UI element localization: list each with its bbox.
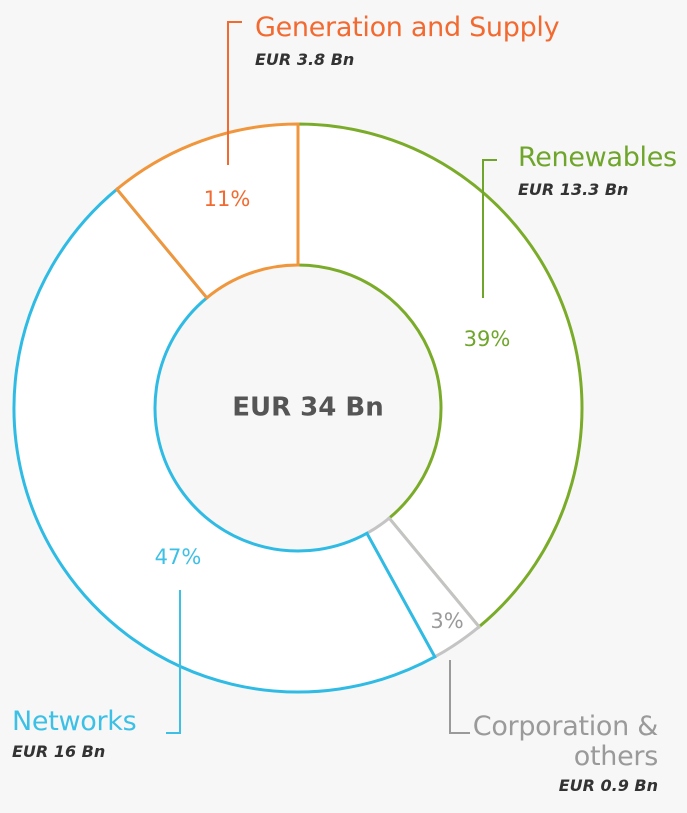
leader-line	[482, 159, 497, 298]
center-label: EUR 34 Bn	[232, 393, 384, 423]
legend-amount: EUR 16 Bn	[12, 742, 106, 761]
legend-name: Generation and Supply	[255, 12, 560, 43]
legend-amount: EUR 13.3 Bn	[518, 180, 629, 199]
percent-label: 3%	[430, 609, 463, 633]
leader-line	[449, 660, 470, 734]
percent-label: 11%	[204, 187, 251, 211]
donut-segment	[114, 122, 300, 300]
legend-name: Networks	[12, 706, 137, 737]
legend-amount: EUR 0.9 Bn	[558, 776, 658, 795]
legend-name: Corporation & others	[472, 711, 659, 772]
leader-line	[227, 21, 242, 165]
legend-amount: EUR 3.8 Bn	[255, 50, 355, 69]
percent-label: 47%	[155, 545, 202, 569]
donut-segment	[12, 187, 437, 694]
leader-line	[166, 590, 181, 734]
donut-segment	[296, 122, 584, 629]
legend-name: Renewables	[518, 142, 677, 173]
percent-label: 39%	[464, 327, 511, 351]
